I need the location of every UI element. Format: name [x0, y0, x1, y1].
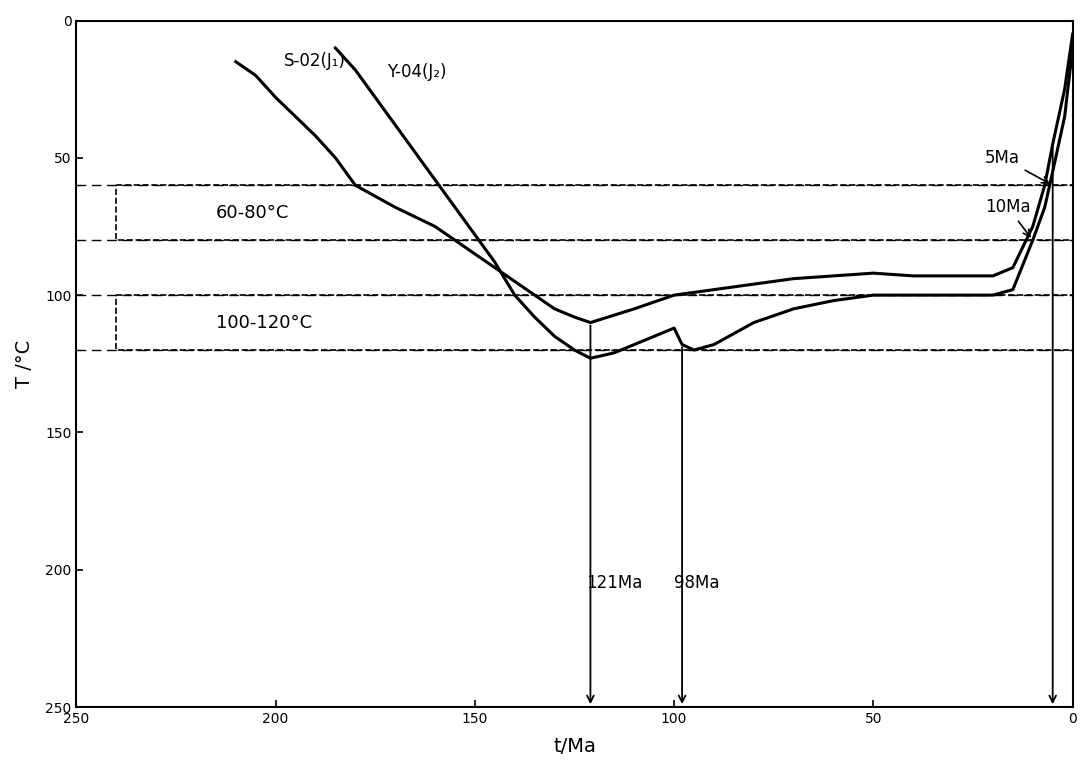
- Text: Y-04(J₂): Y-04(J₂): [388, 63, 447, 81]
- Text: 121Ma: 121Ma: [586, 574, 643, 592]
- Text: 100-120°C: 100-120°C: [216, 314, 312, 332]
- Text: 5Ma: 5Ma: [985, 149, 1048, 183]
- Text: 98Ma: 98Ma: [674, 574, 720, 592]
- Text: 10Ma: 10Ma: [985, 198, 1031, 237]
- Text: S-02(J₁): S-02(J₁): [284, 52, 345, 70]
- Text: 60-80°C: 60-80°C: [216, 204, 289, 222]
- Bar: [116, 185, 1072, 241]
- Bar: [116, 295, 1072, 350]
- X-axis label: t/Ma: t/Ma: [553, 737, 596, 756]
- Y-axis label: T /°C: T /°C: [15, 340, 34, 388]
